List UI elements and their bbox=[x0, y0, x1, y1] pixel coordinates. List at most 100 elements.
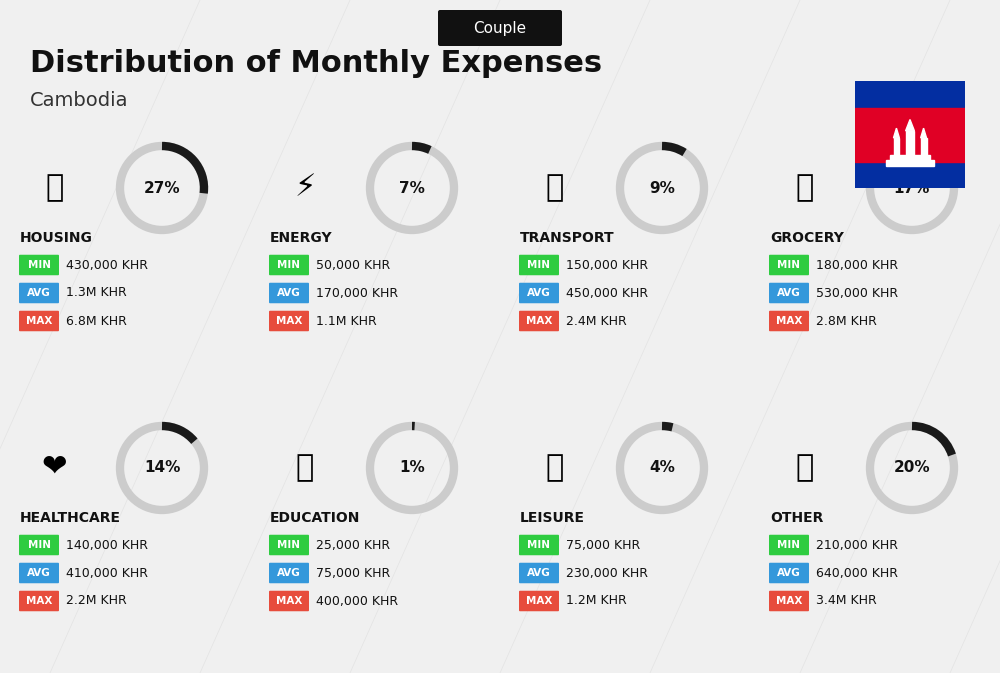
Text: LEISURE: LEISURE bbox=[520, 511, 585, 525]
FancyBboxPatch shape bbox=[769, 311, 809, 331]
Text: 6.8M KHR: 6.8M KHR bbox=[66, 314, 127, 328]
Text: MAX: MAX bbox=[526, 316, 552, 326]
Text: 2.4M KHR: 2.4M KHR bbox=[566, 314, 627, 328]
Text: MAX: MAX bbox=[26, 316, 52, 326]
Text: 2.8M KHR: 2.8M KHR bbox=[816, 314, 877, 328]
FancyBboxPatch shape bbox=[19, 311, 59, 331]
FancyBboxPatch shape bbox=[769, 255, 809, 275]
Text: 👜: 👜 bbox=[796, 454, 814, 483]
Text: MAX: MAX bbox=[276, 596, 302, 606]
FancyBboxPatch shape bbox=[269, 535, 309, 555]
Text: MAX: MAX bbox=[526, 596, 552, 606]
FancyBboxPatch shape bbox=[769, 563, 809, 583]
FancyBboxPatch shape bbox=[769, 591, 809, 611]
Text: ⚡: ⚡ bbox=[294, 174, 316, 203]
Text: 🛍: 🛍 bbox=[546, 454, 564, 483]
FancyBboxPatch shape bbox=[269, 591, 309, 611]
Text: 1%: 1% bbox=[399, 460, 425, 476]
Text: 7%: 7% bbox=[399, 180, 425, 195]
Text: MIN: MIN bbox=[528, 260, 550, 270]
FancyBboxPatch shape bbox=[19, 283, 59, 304]
Text: 75,000 KHR: 75,000 KHR bbox=[566, 538, 640, 551]
Text: 530,000 KHR: 530,000 KHR bbox=[816, 287, 898, 299]
Text: 400,000 KHR: 400,000 KHR bbox=[316, 594, 398, 608]
Text: AVG: AVG bbox=[277, 568, 301, 578]
Text: MAX: MAX bbox=[776, 596, 802, 606]
Bar bbox=[886, 160, 934, 166]
Text: MIN: MIN bbox=[278, 540, 300, 550]
Text: MIN: MIN bbox=[778, 540, 800, 550]
Text: 🛒: 🛒 bbox=[796, 174, 814, 203]
FancyBboxPatch shape bbox=[769, 283, 809, 304]
FancyBboxPatch shape bbox=[269, 311, 309, 331]
Text: ENERGY: ENERGY bbox=[270, 231, 333, 245]
Text: 27%: 27% bbox=[144, 180, 180, 195]
Text: 140,000 KHR: 140,000 KHR bbox=[66, 538, 148, 551]
Text: 640,000 KHR: 640,000 KHR bbox=[816, 567, 898, 579]
Text: MAX: MAX bbox=[776, 316, 802, 326]
Text: HOUSING: HOUSING bbox=[20, 231, 93, 245]
Text: AVG: AVG bbox=[777, 568, 801, 578]
Text: 🏗: 🏗 bbox=[46, 174, 64, 203]
Text: 450,000 KHR: 450,000 KHR bbox=[566, 287, 648, 299]
Text: Couple: Couple bbox=[473, 20, 527, 36]
Text: ❤️: ❤️ bbox=[42, 454, 68, 483]
Text: AVG: AVG bbox=[527, 568, 551, 578]
Text: 180,000 KHR: 180,000 KHR bbox=[816, 258, 898, 271]
Polygon shape bbox=[921, 128, 926, 138]
Text: AVG: AVG bbox=[527, 288, 551, 298]
Polygon shape bbox=[906, 120, 914, 131]
FancyBboxPatch shape bbox=[769, 535, 809, 555]
Text: HEALTHCARE: HEALTHCARE bbox=[20, 511, 121, 525]
Text: 20%: 20% bbox=[894, 460, 930, 476]
Bar bbox=[906, 131, 914, 155]
Bar bbox=[890, 155, 930, 160]
Text: GROCERY: GROCERY bbox=[770, 231, 844, 245]
Text: EDUCATION: EDUCATION bbox=[270, 511, 360, 525]
Text: AVG: AVG bbox=[27, 568, 51, 578]
Text: 430,000 KHR: 430,000 KHR bbox=[66, 258, 148, 271]
FancyBboxPatch shape bbox=[269, 255, 309, 275]
Text: MIN: MIN bbox=[28, 260, 51, 270]
Text: 🚌: 🚌 bbox=[546, 174, 564, 203]
Text: 50,000 KHR: 50,000 KHR bbox=[316, 258, 390, 271]
FancyBboxPatch shape bbox=[519, 255, 559, 275]
FancyBboxPatch shape bbox=[269, 283, 309, 304]
Text: 210,000 KHR: 210,000 KHR bbox=[816, 538, 898, 551]
Text: Cambodia: Cambodia bbox=[30, 92, 128, 110]
Text: 3.4M KHR: 3.4M KHR bbox=[816, 594, 877, 608]
Text: OTHER: OTHER bbox=[770, 511, 823, 525]
Bar bbox=[921, 138, 926, 155]
Text: 4%: 4% bbox=[649, 460, 675, 476]
Text: 9%: 9% bbox=[649, 180, 675, 195]
Text: 1.1M KHR: 1.1M KHR bbox=[316, 314, 377, 328]
FancyBboxPatch shape bbox=[519, 591, 559, 611]
Text: 25,000 KHR: 25,000 KHR bbox=[316, 538, 390, 551]
Bar bbox=[894, 138, 899, 155]
FancyBboxPatch shape bbox=[519, 283, 559, 304]
FancyBboxPatch shape bbox=[438, 10, 562, 46]
FancyBboxPatch shape bbox=[519, 535, 559, 555]
FancyBboxPatch shape bbox=[519, 311, 559, 331]
Text: 14%: 14% bbox=[144, 460, 180, 476]
Text: MIN: MIN bbox=[28, 540, 51, 550]
Text: TRANSPORT: TRANSPORT bbox=[520, 231, 615, 245]
Text: 2.2M KHR: 2.2M KHR bbox=[66, 594, 127, 608]
FancyBboxPatch shape bbox=[519, 563, 559, 583]
Text: AVG: AVG bbox=[27, 288, 51, 298]
Text: MIN: MIN bbox=[278, 260, 300, 270]
Text: MAX: MAX bbox=[26, 596, 52, 606]
Polygon shape bbox=[894, 128, 899, 138]
FancyBboxPatch shape bbox=[19, 563, 59, 583]
FancyBboxPatch shape bbox=[19, 591, 59, 611]
Text: 170,000 KHR: 170,000 KHR bbox=[316, 287, 398, 299]
Text: AVG: AVG bbox=[277, 288, 301, 298]
Text: 17%: 17% bbox=[894, 180, 930, 195]
Text: 1.3M KHR: 1.3M KHR bbox=[66, 287, 127, 299]
Bar bbox=[855, 108, 965, 162]
Text: AVG: AVG bbox=[777, 288, 801, 298]
Text: 410,000 KHR: 410,000 KHR bbox=[66, 567, 148, 579]
Text: 230,000 KHR: 230,000 KHR bbox=[566, 567, 648, 579]
Text: 🎓: 🎓 bbox=[296, 454, 314, 483]
Text: MIN: MIN bbox=[778, 260, 800, 270]
